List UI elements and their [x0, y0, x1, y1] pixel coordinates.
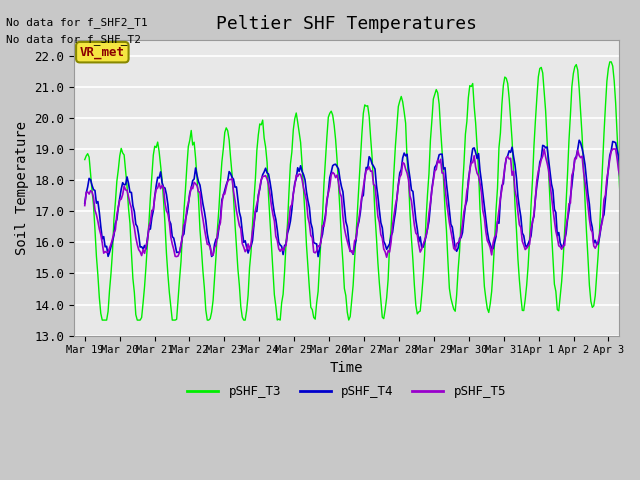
- pSHF_T3: [606, 59, 614, 65]
- pSHF_T3: [119, 150, 127, 156]
- pSHF_T4: [81, 201, 88, 206]
- Text: No data for f_SHF_T2: No data for f_SHF_T2: [6, 34, 141, 45]
- pSHF_T3: [81, 156, 88, 162]
- pSHF_T5: [81, 203, 88, 208]
- pSHF_T4: [117, 186, 125, 192]
- Text: VR_met: VR_met: [80, 46, 125, 59]
- Line: pSHF_T3: pSHF_T3: [84, 62, 640, 320]
- Y-axis label: Soil Temperature: Soil Temperature: [15, 121, 29, 255]
- pSHF_T5: [540, 146, 548, 152]
- Legend: pSHF_T3, pSHF_T4, pSHF_T5: pSHF_T3, pSHF_T4, pSHF_T5: [182, 380, 511, 403]
- Line: pSHF_T4: pSHF_T4: [84, 140, 640, 257]
- X-axis label: Time: Time: [330, 361, 364, 375]
- pSHF_T4: [564, 217, 572, 223]
- pSHF_T4: [638, 176, 640, 181]
- pSHF_T5: [368, 168, 376, 174]
- pSHF_T4: [314, 254, 322, 260]
- pSHF_T5: [383, 254, 390, 260]
- pSHF_T5: [117, 196, 125, 202]
- pSHF_T4: [370, 163, 378, 169]
- pSHF_T3: [481, 284, 488, 289]
- pSHF_T3: [638, 79, 640, 84]
- Line: pSHF_T5: pSHF_T5: [84, 149, 640, 257]
- pSHF_T5: [638, 176, 640, 182]
- pSHF_T4: [481, 203, 488, 209]
- pSHF_T4: [100, 234, 108, 240]
- pSHF_T3: [99, 317, 106, 323]
- pSHF_T5: [100, 250, 108, 256]
- pSHF_T4: [575, 137, 583, 143]
- pSHF_T3: [101, 317, 109, 323]
- pSHF_T3: [370, 180, 378, 186]
- pSHF_T5: [565, 201, 573, 206]
- pSHF_T5: [481, 215, 488, 221]
- Text: No data for f_SHF2_T1: No data for f_SHF2_T1: [6, 17, 148, 28]
- Title: Peltier SHF Temperatures: Peltier SHF Temperatures: [216, 15, 477, 33]
- pSHF_T3: [564, 171, 572, 177]
